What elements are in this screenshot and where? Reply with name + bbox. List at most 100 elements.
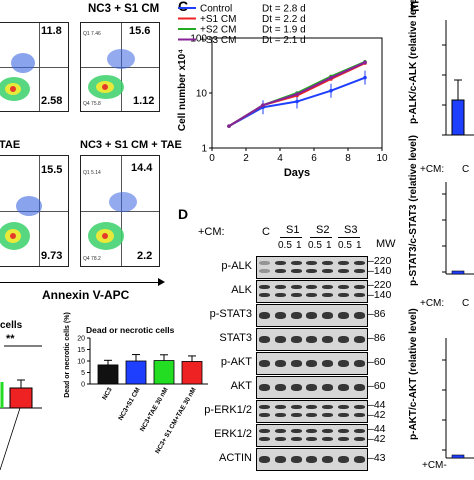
band <box>290 285 302 289</box>
band <box>353 261 365 265</box>
bar-2 <box>153 360 175 385</box>
band <box>322 312 334 319</box>
band <box>259 285 271 289</box>
mw-marker: –44 <box>368 399 386 411</box>
dose-1: 0.5 <box>278 240 292 251</box>
band <box>259 336 271 343</box>
band <box>337 261 349 265</box>
band <box>322 285 334 289</box>
band <box>337 437 349 441</box>
lane-s1: S1 <box>286 224 300 236</box>
mw-marker: –220 <box>368 255 392 267</box>
q4-label: Q4 75.8 <box>83 101 101 107</box>
band <box>322 293 334 297</box>
band <box>275 336 287 343</box>
mw-marker: –42 <box>368 409 386 421</box>
x-tick-label: 2 <box>243 153 249 164</box>
mw-header: MW <box>376 238 396 250</box>
y-tick-label: 15 <box>77 347 85 354</box>
blot-strip <box>256 424 368 447</box>
y-tick-label: 100 <box>190 34 207 45</box>
panel-d-letter: D <box>178 206 189 222</box>
e3-chart <box>442 338 474 459</box>
bar-1 <box>125 360 147 385</box>
x-tick-label: 0 <box>209 153 215 164</box>
band-row <box>257 336 367 343</box>
e2-cm: +CM: <box>420 298 445 309</box>
band <box>306 285 318 289</box>
mw-marker: –43 <box>368 452 386 464</box>
blot-row-label: AKT <box>230 380 252 392</box>
e2-chart <box>442 182 474 275</box>
e1-cm: +CM: <box>420 164 445 175</box>
band <box>322 360 334 367</box>
flow-panel-3: 15.5 9.73 <box>0 155 69 267</box>
annexin-label: Annexin V-APC <box>42 288 130 302</box>
x-axis-label: Days <box>284 167 310 179</box>
band <box>259 312 271 319</box>
band <box>353 285 365 289</box>
y-tick-label: 20 <box>77 336 85 343</box>
blot-strip <box>256 352 368 375</box>
band-row <box>257 456 367 463</box>
category-label: NC3+S1 CM <box>117 387 141 422</box>
band <box>322 269 334 273</box>
band <box>290 437 302 441</box>
growth-chart: 0 2 4 6 8 10 1 10 100 Days Control Dt = 2.8 d +S1 CM… <box>178 4 388 179</box>
mw-marker: –42 <box>368 433 386 445</box>
band <box>322 456 334 463</box>
band-row <box>257 269 367 273</box>
blot-row-label: p-STAT3 <box>209 308 252 320</box>
q1-label: Q1 5.14 <box>83 170 101 176</box>
scatter-cloud <box>88 192 137 250</box>
series-point <box>363 60 367 65</box>
category-label: NC3+TAE 30 nM <box>139 387 170 433</box>
band <box>275 312 287 319</box>
flow-panel-2: Q1 7.46 Q4 75.8 15.6 1.12 <box>80 22 160 112</box>
legend-label: +S2 CM <box>200 25 236 36</box>
e3-cm: +CM- <box>422 460 447 471</box>
series-point <box>261 103 265 108</box>
flow-panel-1: 11.8 2.58 <box>0 22 69 112</box>
band <box>290 293 302 297</box>
band <box>322 405 334 409</box>
band <box>337 456 349 463</box>
band <box>259 405 271 409</box>
band <box>259 413 271 417</box>
y-tick-label: 10 <box>196 89 208 100</box>
y-tick-label: 10 <box>77 359 85 366</box>
quadrant-top-right: 14.4 <box>131 162 153 174</box>
band <box>353 437 365 441</box>
band <box>259 437 271 441</box>
e1-cm-value: C <box>462 164 470 175</box>
blot-strip <box>256 376 368 399</box>
x-tick-label: 10 <box>376 153 388 164</box>
band-row <box>257 285 367 289</box>
blot-strip <box>256 400 368 423</box>
band <box>337 312 349 319</box>
band <box>337 413 349 417</box>
flow-panel-2-title: NC3 + S1 CM <box>88 3 160 15</box>
band <box>337 405 349 409</box>
band <box>290 429 302 433</box>
band <box>337 336 349 343</box>
legend-dt: Dt = 2.2 d <box>262 14 306 25</box>
band <box>275 285 287 289</box>
quadrant-top-right: 15.6 <box>129 25 151 37</box>
band <box>290 269 302 273</box>
band <box>322 384 334 391</box>
mw-marker: –60 <box>368 356 386 368</box>
e1-bar <box>451 99 465 136</box>
band <box>322 437 334 441</box>
band <box>275 456 287 463</box>
band <box>275 413 287 417</box>
legend-dt: Dt = 2.8 d <box>262 4 306 15</box>
legend-dt: Dt = 1.9 d <box>262 25 306 36</box>
lane-c: C <box>262 226 270 238</box>
band <box>306 336 318 343</box>
band <box>337 285 349 289</box>
band <box>353 360 365 367</box>
band <box>290 312 302 319</box>
band <box>275 429 287 433</box>
band <box>306 413 318 417</box>
